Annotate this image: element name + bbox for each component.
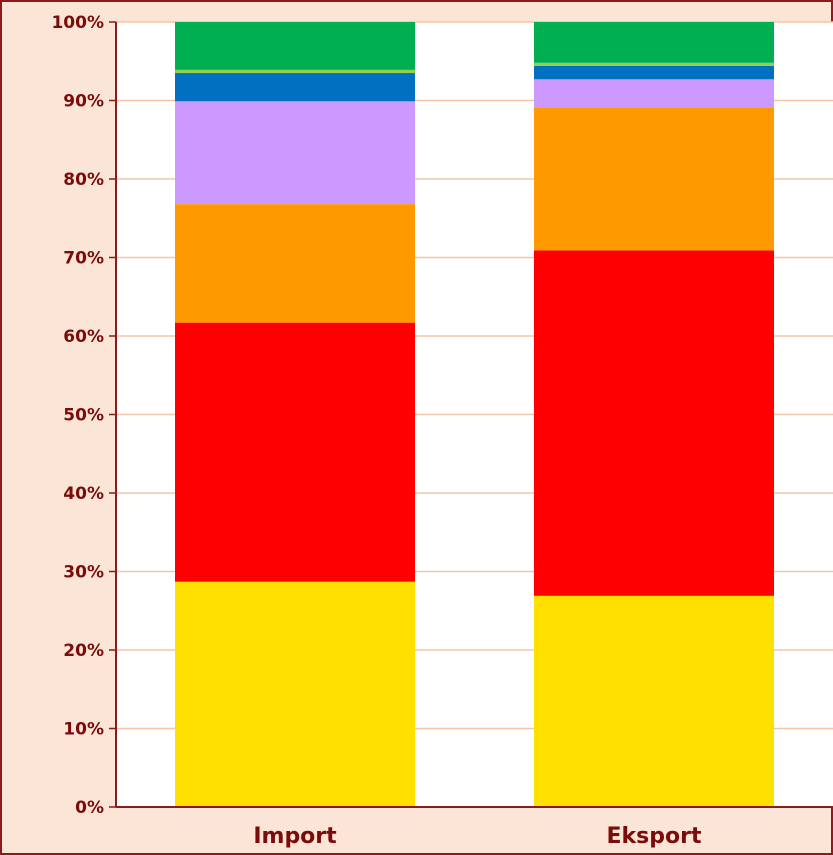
bar-segment-eksport-3: [534, 107, 774, 251]
y-tick-label: 70%: [63, 249, 104, 269]
y-tick-label: 20%: [63, 641, 104, 661]
x-category-label: Import: [253, 824, 337, 849]
bar-segment-eksport-7: [534, 22, 774, 63]
bar-segment-eksport-4: [534, 79, 774, 108]
y-tick-label: 50%: [63, 406, 104, 426]
bar-segment-import-2: [175, 322, 415, 582]
x-category-label: Eksport: [607, 824, 702, 849]
y-tick-label: 0%: [75, 798, 104, 818]
y-tick-label: 10%: [63, 720, 104, 740]
bar-segment-eksport-6: [534, 62, 774, 66]
y-tick-label: 80%: [63, 170, 104, 190]
y-tick-label: 40%: [63, 484, 104, 504]
bar-segment-import-7: [175, 22, 415, 70]
bar-segment-eksport-2: [534, 250, 774, 596]
y-tick-label: 30%: [63, 563, 104, 583]
bar-segment-eksport-1: [534, 595, 774, 807]
bar-segment-eksport-5: [534, 65, 774, 80]
y-tick-label: 60%: [63, 327, 104, 347]
y-tick-label: 100%: [51, 13, 104, 33]
bar-segment-import-4: [175, 101, 415, 205]
bar-segment-import-1: [175, 581, 415, 807]
bar-segment-import-5: [175, 73, 415, 102]
bar-segment-import-6: [175, 69, 415, 74]
bar-segment-import-3: [175, 204, 415, 323]
y-tick-label: 90%: [63, 92, 104, 112]
